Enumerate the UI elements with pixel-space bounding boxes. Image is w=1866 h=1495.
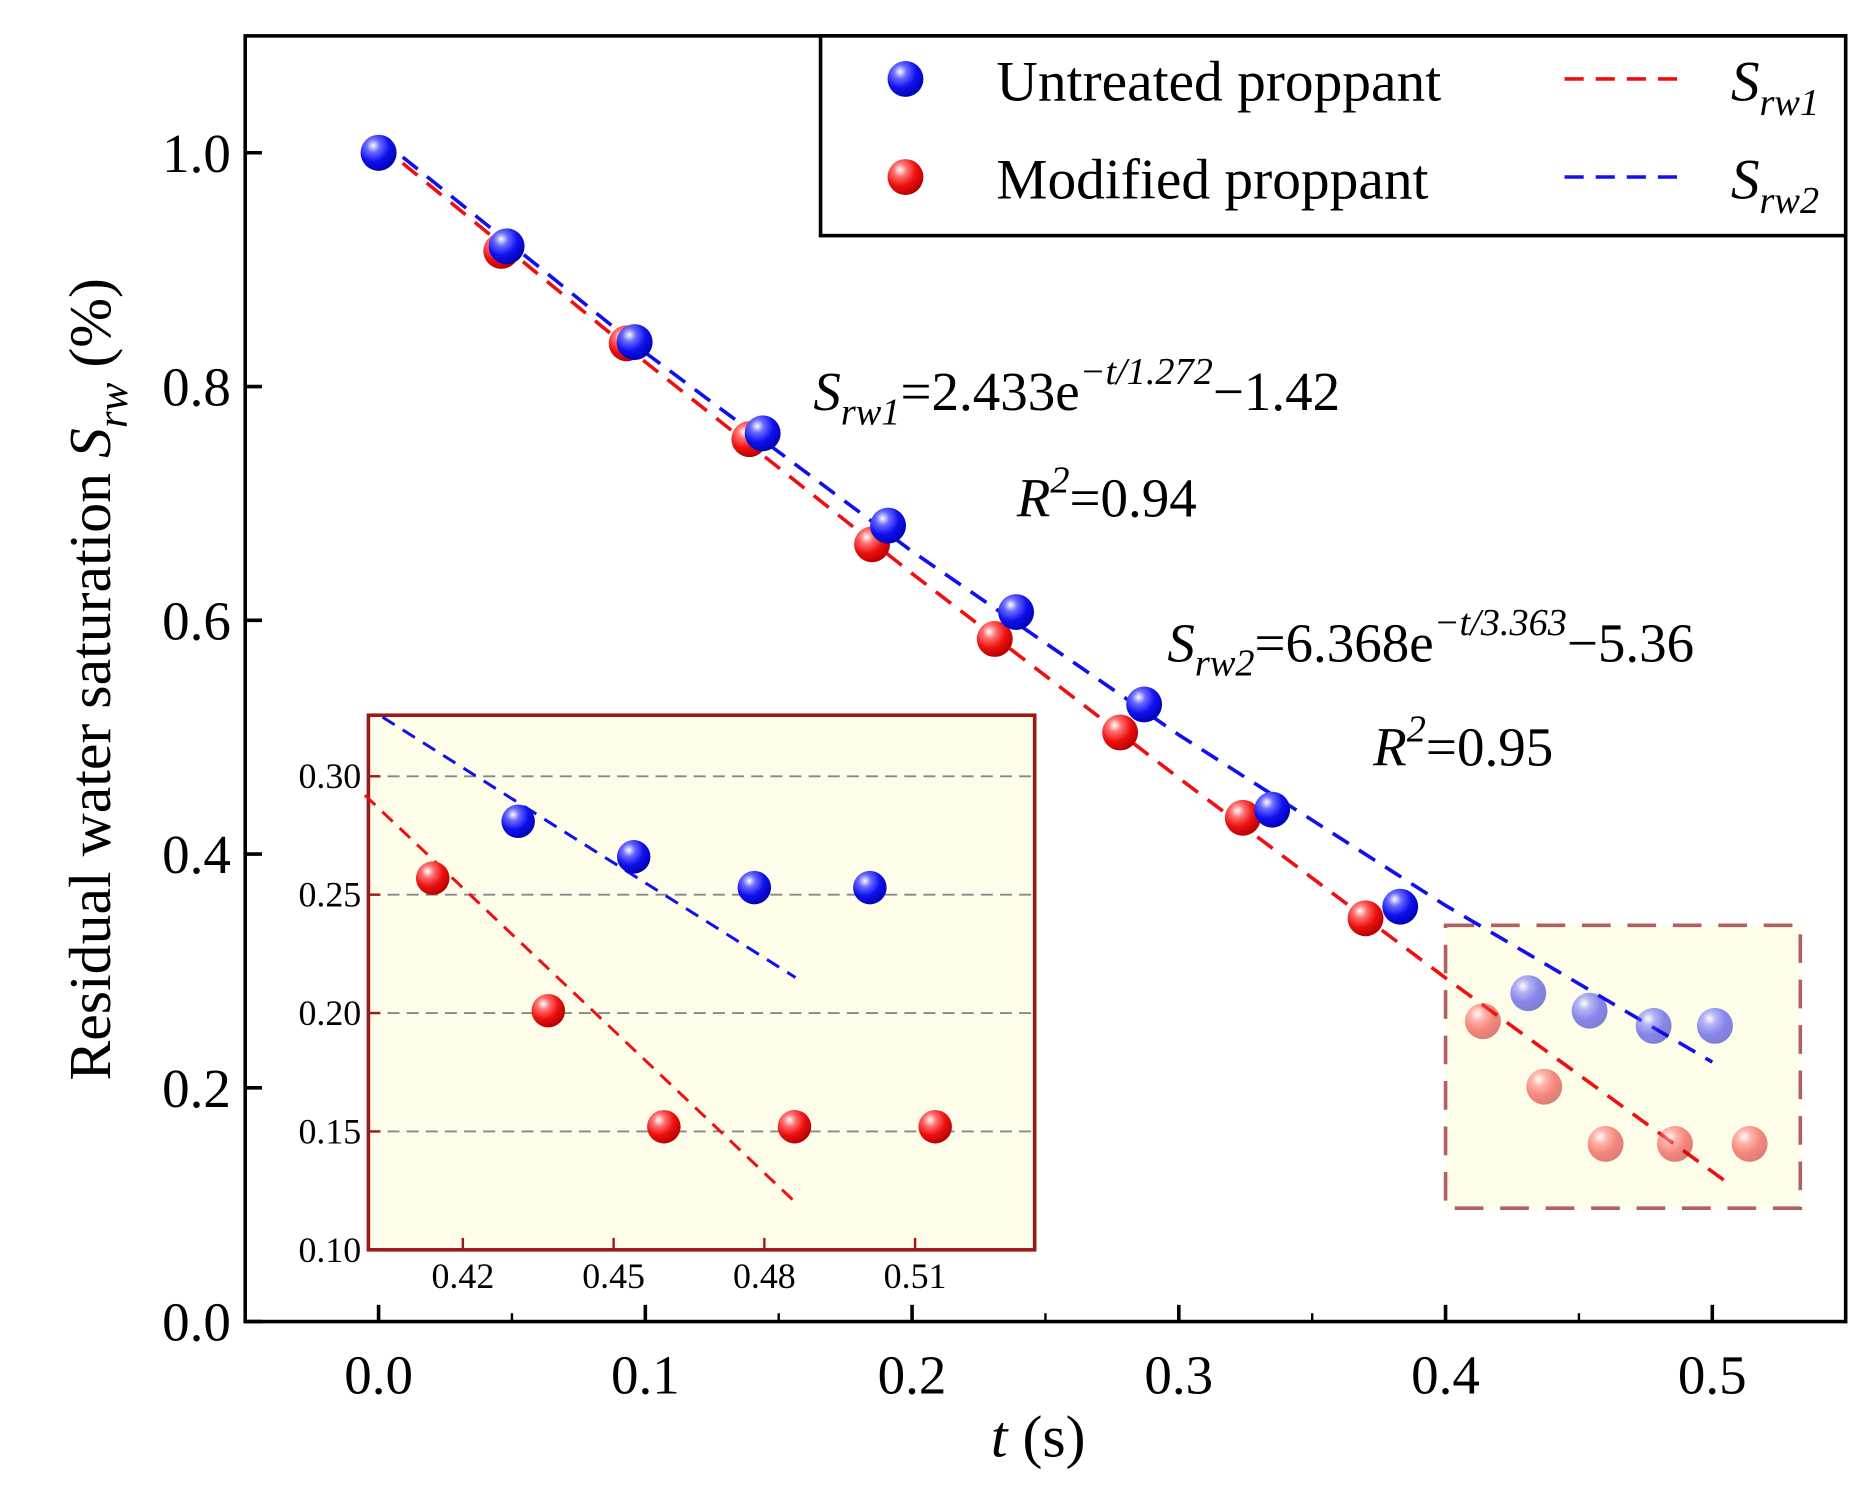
inset-x-tick-label: 0.48 <box>733 1256 796 1296</box>
inset-y-tick-label: 0.25 <box>298 875 361 915</box>
inset-data-point-modified <box>531 993 566 1028</box>
eq1-annotation: Srw1=2.433e−t/1.272−1.42 <box>813 351 1340 434</box>
data-point-modified <box>1731 1125 1768 1162</box>
zoom-region-box <box>1443 923 1803 1210</box>
y-axis-label: Residual water saturation Srw (%) <box>57 278 137 1081</box>
data-point-untreated <box>1571 992 1608 1029</box>
x-tick-label: 0.4 <box>1411 1344 1480 1405</box>
y-tick-label: 0.0 <box>162 1292 231 1353</box>
inset-data-point-modified <box>918 1109 952 1144</box>
x-tick-label: 0.2 <box>878 1344 947 1405</box>
inset-y-tick-label: 0.10 <box>298 1230 361 1270</box>
data-point-untreated <box>1254 791 1291 828</box>
inset-data-point-untreated <box>501 804 535 839</box>
data-point-untreated <box>1510 975 1547 1012</box>
y-tick-label: 1.0 <box>162 123 231 184</box>
data-point-untreated <box>360 134 397 171</box>
legend-label-modified: Modified proppant <box>996 149 1428 212</box>
y-tick-label: 0.2 <box>162 1058 231 1119</box>
x-tick-label: 0.1 <box>611 1344 680 1405</box>
data-point-modified <box>1347 900 1384 937</box>
inset-data-point-modified <box>777 1109 812 1144</box>
x-tick-label: 0.5 <box>1678 1344 1747 1405</box>
inset-x-tick-label: 0.45 <box>582 1256 645 1296</box>
inset-y-tick-label: 0.30 <box>298 756 361 796</box>
legend-label-untreated: Untreated proppant <box>996 50 1441 113</box>
fit-line-rw2 <box>377 136 1714 1064</box>
data-point-untreated <box>488 228 525 265</box>
x-tick-label: 0.0 <box>344 1344 413 1405</box>
inset-plot-area <box>366 713 1037 1252</box>
data-point-untreated <box>998 594 1035 631</box>
data-point-modified <box>1526 1068 1563 1105</box>
inset-data-point-untreated <box>853 870 887 905</box>
eq2-annotation: Srw2=6.368e−t/3.363−5.36 <box>1167 602 1694 685</box>
data-point-modified <box>1657 1125 1693 1162</box>
data-point-untreated <box>1697 1007 1733 1044</box>
data-point-modified <box>1224 799 1261 836</box>
data-point-modified <box>1102 714 1139 751</box>
data-point-untreated <box>870 507 907 544</box>
legend-label-srw2: Srw2 <box>1731 149 1819 222</box>
legend-label-srw1: Srw1 <box>1731 50 1819 123</box>
x-axis-label: t (s) <box>991 1404 1086 1470</box>
inset-data-point-modified <box>415 861 450 895</box>
eq2-r2: R2=0.95 <box>1372 709 1553 778</box>
inset-data-point-untreated <box>616 840 651 874</box>
data-point-untreated <box>1635 1007 1672 1044</box>
inset-y-tick-label: 0.15 <box>298 1111 361 1151</box>
y-tick-label: 0.6 <box>162 590 231 651</box>
data-point-untreated <box>1126 686 1163 723</box>
data-point-untreated <box>616 324 653 361</box>
inset-y-tick-label: 0.20 <box>298 993 361 1033</box>
x-tick-label: 0.3 <box>1144 1344 1213 1405</box>
inset-data-point-modified <box>647 1109 681 1144</box>
inset-x-tick-label: 0.42 <box>431 1256 494 1296</box>
y-tick-label: 0.4 <box>162 824 231 885</box>
data-point-modified <box>1587 1125 1624 1162</box>
eq1-r2: R2=0.94 <box>1016 460 1197 529</box>
legend-marker-modified <box>887 159 924 195</box>
data-point-untreated <box>1382 888 1419 925</box>
inset-data-point-untreated <box>737 870 772 905</box>
y-tick-label: 0.8 <box>162 357 231 418</box>
legend: Untreated proppant Modified proppant Srw… <box>818 34 1848 238</box>
inset-fit-blue-line <box>381 715 797 979</box>
inset-x-tick-label: 0.51 <box>884 1256 947 1296</box>
data-point-modified <box>1464 1003 1501 1040</box>
data-point-modified <box>976 621 1013 657</box>
legend-marker-untreated <box>887 60 924 97</box>
data-point-untreated <box>744 415 781 452</box>
